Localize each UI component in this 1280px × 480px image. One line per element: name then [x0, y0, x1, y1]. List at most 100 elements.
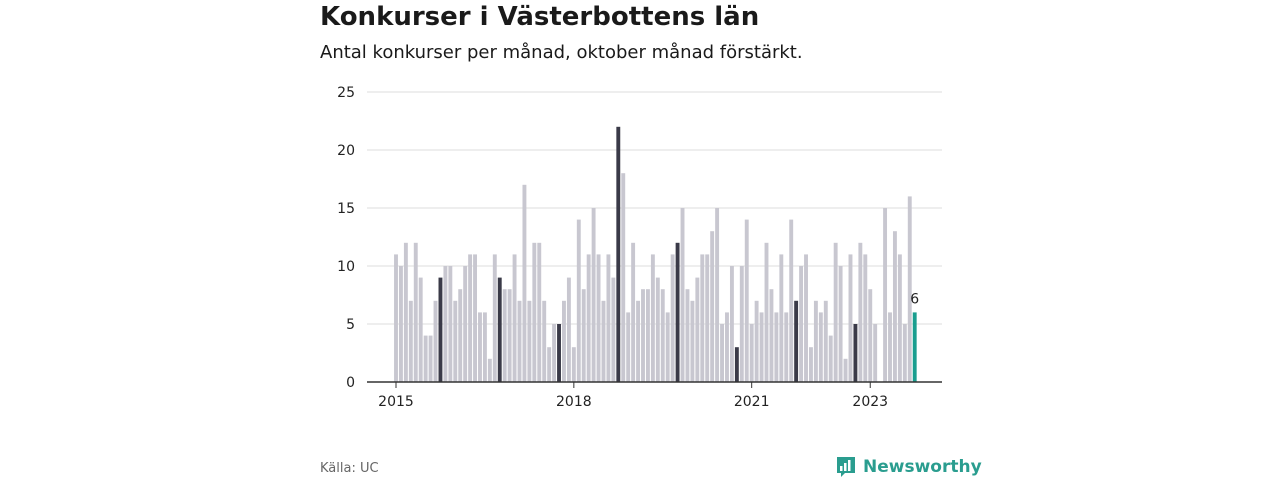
bar	[744, 219, 749, 382]
bar	[433, 300, 438, 382]
bar	[665, 312, 670, 382]
bar	[626, 312, 631, 382]
bar-chart-logo-icon	[837, 457, 855, 477]
x-tick-label: 2018	[556, 394, 592, 410]
y-tick-label: 20	[337, 143, 355, 159]
bar	[680, 208, 685, 382]
bar	[606, 254, 611, 382]
bar	[833, 242, 838, 382]
bar	[586, 254, 591, 382]
bar	[715, 208, 720, 382]
bar	[532, 242, 537, 382]
bar	[725, 312, 729, 382]
bar	[611, 277, 616, 382]
bar	[734, 347, 739, 382]
bar	[897, 254, 902, 382]
x-tick-label: 2023	[852, 394, 888, 410]
bar	[848, 254, 853, 382]
bar	[660, 289, 665, 382]
bar	[838, 266, 843, 382]
bar	[552, 324, 557, 382]
bar	[784, 312, 789, 382]
bar	[873, 324, 878, 382]
y-tick-label: 0	[346, 375, 355, 391]
bar	[655, 277, 660, 382]
bar	[739, 266, 744, 382]
bar	[403, 242, 408, 382]
bar	[547, 347, 552, 382]
bars	[394, 126, 917, 382]
axes: 0 5 10 15 20 25 6 2015 2018 2021 2023	[337, 85, 942, 410]
bar	[853, 324, 858, 382]
bar	[636, 300, 641, 382]
x-tick-label: 2015	[378, 394, 414, 410]
bar	[892, 231, 897, 382]
bar	[779, 254, 784, 382]
bar	[616, 126, 621, 382]
bar	[408, 300, 413, 382]
bar	[473, 254, 477, 382]
bar	[720, 324, 724, 382]
bar	[581, 289, 586, 382]
bar	[749, 324, 754, 382]
bar	[675, 242, 680, 382]
bar-latest	[912, 312, 917, 382]
brand-name: Newsworthy	[863, 457, 982, 477]
bar	[828, 335, 833, 382]
bar	[789, 219, 794, 382]
bar	[512, 254, 517, 382]
bar	[601, 300, 606, 382]
bar	[398, 266, 403, 382]
bar	[571, 347, 576, 382]
bar	[566, 277, 571, 382]
bar	[453, 300, 458, 382]
bar	[645, 289, 650, 382]
bar	[858, 242, 863, 382]
bar	[883, 208, 888, 382]
bar	[902, 324, 907, 382]
bar	[443, 266, 448, 382]
bar	[868, 289, 873, 382]
y-tick-label: 10	[337, 259, 355, 275]
bar	[631, 242, 636, 382]
bar	[487, 358, 492, 382]
bar	[695, 277, 700, 382]
bar	[690, 300, 695, 382]
bar	[557, 324, 561, 382]
bar	[809, 347, 813, 382]
bar	[527, 300, 532, 382]
chart-subtitle: Antal konkurser per månad, oktober månad…	[320, 42, 803, 63]
bar	[710, 231, 715, 382]
bar	[729, 266, 734, 382]
latest-value-label: 6	[910, 291, 919, 307]
bar	[448, 266, 453, 382]
bar	[843, 358, 848, 382]
x-tick-label: 2021	[734, 394, 770, 410]
bar	[764, 242, 769, 382]
bar	[542, 300, 547, 382]
bar	[596, 254, 601, 382]
bar	[537, 242, 542, 382]
bar	[888, 312, 892, 382]
bar	[685, 289, 690, 382]
bar	[413, 242, 418, 382]
y-tick-label: 25	[337, 85, 355, 101]
bar	[670, 254, 675, 382]
bar	[700, 254, 705, 382]
bar	[507, 289, 512, 382]
bar	[650, 254, 655, 382]
bar	[804, 254, 808, 382]
source-note: Källa: UC	[320, 461, 379, 476]
chart-title: Konkurser i Västerbottens län	[320, 2, 760, 32]
bar	[591, 208, 596, 382]
bar	[478, 312, 482, 382]
bar	[799, 266, 804, 382]
bar	[621, 173, 626, 382]
bar	[705, 254, 710, 382]
bar	[641, 289, 645, 382]
brand-logo: Newsworthy	[835, 455, 982, 479]
bar	[863, 254, 868, 382]
y-tick-label: 5	[346, 317, 355, 333]
bar	[482, 312, 487, 382]
bar	[576, 219, 581, 382]
